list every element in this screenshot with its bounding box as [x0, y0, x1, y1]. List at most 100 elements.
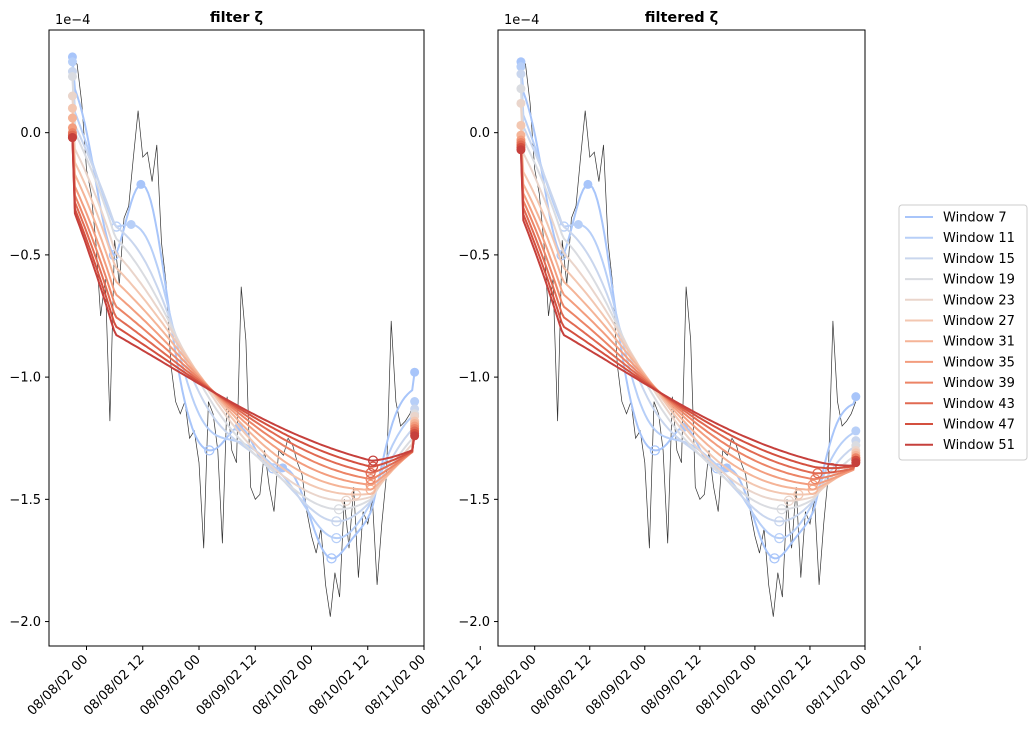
series-line-window-15 — [519, 73, 857, 523]
chart-title: filter ζ — [210, 10, 263, 26]
series-line-window-35 — [519, 139, 857, 486]
legend-entry: Window 11 — [943, 231, 1015, 246]
series-min-marker — [331, 516, 342, 527]
series-line-window-51 — [71, 137, 416, 462]
series-end-marker — [410, 397, 420, 407]
series-line-window-15 — [71, 71, 416, 523]
series-line-window-7 — [71, 56, 416, 560]
series-min-marker — [810, 473, 821, 485]
series-min-marker — [783, 495, 794, 506]
chart-title: filtered ζ — [645, 10, 718, 26]
series-min-marker — [807, 479, 818, 490]
series-line-window-35 — [71, 127, 416, 486]
series-min-marker — [365, 467, 376, 479]
series-line-window-27 — [519, 125, 857, 496]
series-start-marker — [516, 62, 526, 72]
series-min-marker — [367, 461, 379, 472]
series-start-marker — [516, 69, 526, 79]
legend: Window 7 Window 11 Window 15 Window 19 Windo… — [898, 204, 1028, 461]
series-max-marker — [136, 179, 146, 189]
legend-entry: Window 31 — [943, 335, 1015, 350]
series-line-window-19 — [71, 76, 416, 511]
series-start-marker — [516, 120, 526, 130]
y-tick-label: 0.0 — [20, 126, 41, 141]
series-line-window-31 — [519, 135, 857, 491]
plot-area — [67, 52, 420, 617]
series-min-marker — [350, 489, 362, 500]
legend-entry: Window 43 — [943, 397, 1015, 412]
series-min-marker — [774, 532, 785, 544]
series-min-marker — [776, 504, 787, 515]
series-line-window-27 — [71, 108, 416, 496]
series-start-marker — [67, 103, 77, 113]
axes-frame — [497, 29, 866, 647]
series-line-window-47 — [71, 137, 416, 468]
series-line-window-51 — [519, 149, 857, 467]
legend-entry: Window 39 — [943, 376, 1015, 391]
series-min-marker — [341, 495, 352, 506]
series-max-marker — [573, 219, 583, 229]
y-multiplier-label: 1e−4 — [55, 13, 90, 28]
legend-box — [898, 204, 1028, 461]
y-tick-label: −0.5 — [458, 248, 490, 263]
raw-series-line — [520, 59, 857, 617]
series-max-marker — [583, 179, 593, 189]
y-tick-label: −0.5 — [9, 248, 41, 263]
y-tick-label: −1.5 — [458, 493, 490, 508]
legend-entry: Window 51 — [943, 438, 1015, 453]
legend-entry: Window 19 — [943, 273, 1015, 288]
series-min-marker — [333, 504, 345, 515]
series-start-marker — [67, 113, 77, 123]
legend-entry: Window 7 — [943, 211, 1007, 226]
series-min-marker — [812, 468, 823, 479]
y-tick-label: −2.0 — [9, 615, 41, 630]
series-min-marker — [326, 553, 337, 564]
series-end-marker — [851, 392, 861, 402]
series-line-window-39 — [519, 142, 857, 481]
series-start-marker — [516, 84, 526, 94]
legend-entry: Window 15 — [943, 252, 1015, 267]
series-end-marker — [851, 458, 861, 468]
series-start-marker — [67, 91, 77, 101]
series-min-marker — [649, 445, 661, 456]
series-line-window-19 — [519, 88, 857, 511]
plot-panel-1: −2.0−1.5−1.0−0.50.01e−408/08/02 0008/08/… — [9, 10, 485, 719]
series-line-window-23 — [519, 103, 857, 502]
series-min-marker — [367, 455, 379, 466]
series-start-marker — [516, 145, 526, 155]
series-line-window-39 — [71, 132, 416, 481]
raw-series-line — [72, 59, 415, 617]
series-line-window-7 — [519, 61, 857, 560]
series-min-marker — [331, 532, 342, 544]
legend-entry: Window 27 — [943, 314, 1015, 329]
series-start-marker — [67, 71, 77, 81]
series-min-marker — [365, 473, 376, 485]
series-end-marker — [410, 431, 420, 441]
series-line-window-43 — [71, 135, 416, 474]
y-tick-label: 0.0 — [469, 126, 490, 141]
legend-entry: Window 23 — [943, 293, 1015, 308]
series-min-marker — [204, 445, 215, 456]
series-min-marker — [365, 479, 376, 490]
legend-entry: Window 47 — [943, 418, 1015, 433]
series-start-marker — [67, 57, 77, 67]
series-line-window-11 — [71, 61, 416, 540]
series-max-marker — [126, 219, 136, 229]
y-multiplier-label: 1e−4 — [504, 13, 539, 28]
series-end-marker — [851, 426, 861, 436]
axes-frame — [48, 29, 425, 647]
series-line-window-23 — [71, 95, 416, 502]
series-min-marker — [774, 516, 785, 527]
series-line-window-31 — [71, 117, 416, 491]
series-line-window-43 — [519, 144, 857, 475]
y-tick-label: −1.0 — [9, 371, 41, 386]
y-tick-label: −1.0 — [458, 371, 490, 386]
y-tick-label: −1.5 — [9, 493, 41, 508]
series-line-window-47 — [519, 147, 857, 470]
y-tick-label: −2.0 — [458, 615, 490, 630]
legend-entry: Window 35 — [943, 355, 1015, 370]
series-min-marker — [793, 489, 804, 500]
series-end-marker — [410, 367, 420, 377]
plot-panel-2: −2.0−1.5−1.0−0.50.01e−408/08/02 0008/08/… — [458, 10, 924, 719]
